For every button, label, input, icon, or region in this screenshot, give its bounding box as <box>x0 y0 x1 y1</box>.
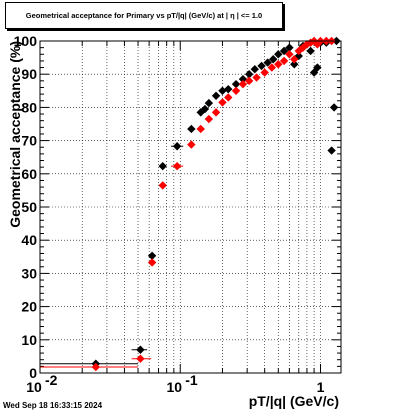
data-point <box>244 70 254 79</box>
data-point <box>224 84 233 94</box>
x-tick-label: 1 <box>317 379 325 395</box>
y-tick-label: 90 <box>21 66 37 82</box>
series-0 <box>40 36 341 368</box>
data-point <box>263 58 272 67</box>
data-point <box>285 50 294 59</box>
data-point <box>285 43 294 52</box>
data-point <box>279 46 289 56</box>
data-point <box>211 108 221 117</box>
data-point <box>136 345 145 354</box>
y-tick-label: 100 <box>14 33 38 49</box>
grid <box>39 40 341 374</box>
data-point <box>147 251 157 261</box>
x-tick-exponent: -2 <box>45 372 58 388</box>
data-point <box>158 161 167 171</box>
data-point <box>260 68 269 77</box>
data-point <box>329 103 339 112</box>
data-series <box>40 36 341 372</box>
data-point <box>313 63 322 72</box>
data-point <box>257 61 266 71</box>
data-point <box>91 362 101 372</box>
data-point <box>290 55 299 64</box>
y-tick-label: 20 <box>21 299 37 315</box>
data-point <box>187 124 196 134</box>
axis-ticks <box>39 40 341 374</box>
data-point <box>224 93 233 102</box>
x-tick-label: 10 <box>166 379 182 395</box>
data-point <box>204 114 214 124</box>
data-point <box>218 98 227 107</box>
data-point <box>238 74 248 84</box>
data-point <box>327 146 336 155</box>
data-point <box>309 68 319 77</box>
x-axis-label: pT/|q| (GeV/c) <box>249 393 339 409</box>
y-tick-label: 30 <box>21 265 37 281</box>
data-point <box>274 50 283 59</box>
chart-title: Geometrical acceptance for Primary vs pT… <box>5 2 283 29</box>
plot-frame <box>39 40 342 374</box>
y-tick-label: 10 <box>21 332 37 348</box>
data-point <box>158 181 167 190</box>
data-point <box>250 65 259 74</box>
y-tick-label: 60 <box>21 166 37 182</box>
y-tick-label: 80 <box>21 99 37 115</box>
data-point <box>231 86 241 95</box>
data-point <box>172 161 182 171</box>
data-point <box>290 60 299 69</box>
data-point <box>269 55 278 64</box>
y-tick-label: 0 <box>29 365 37 381</box>
data-point <box>147 258 157 267</box>
data-point <box>231 79 241 89</box>
data-point <box>252 73 261 82</box>
data-point <box>196 124 205 134</box>
data-point <box>279 56 289 66</box>
y-tick-label: 70 <box>21 133 37 149</box>
data-point <box>274 60 283 69</box>
data-point <box>306 46 315 56</box>
x-tick-exponent: -1 <box>185 372 198 388</box>
data-point <box>200 104 210 114</box>
data-point <box>238 79 248 89</box>
x-tick-label: 10 <box>26 379 42 395</box>
data-point <box>267 63 277 72</box>
data-point <box>187 140 196 149</box>
y-axis-label: Geometrical acceptance (%) <box>7 41 23 228</box>
timestamp: Wed Sep 18 16:33:15 2024 <box>3 401 103 410</box>
data-point <box>204 98 214 108</box>
series-1 <box>40 36 336 372</box>
y-tick-label: 50 <box>21 199 37 215</box>
data-point <box>306 38 315 47</box>
y-tick-label: 40 <box>21 232 37 248</box>
data-point <box>172 142 182 151</box>
data-point <box>244 76 254 86</box>
data-point <box>211 91 221 100</box>
data-point <box>136 354 145 363</box>
